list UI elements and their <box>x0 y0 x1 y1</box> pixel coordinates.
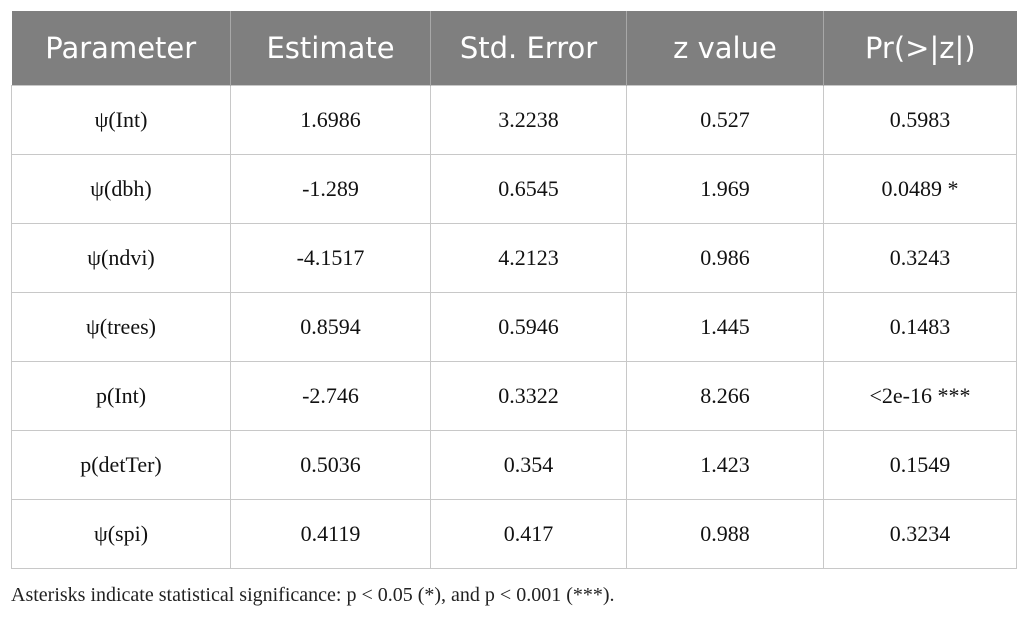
table-cell: 0.527 <box>626 85 824 155</box>
table-cell: 0.6545 <box>430 154 627 224</box>
table-row: p(Int) -2.746 0.3322 8.266 <2e-16 *** <box>11 361 1017 431</box>
table-cell: 0.3234 <box>823 499 1017 569</box>
table-cell: 0.5036 <box>230 430 431 500</box>
table-row: p(detTer) 0.5036 0.354 1.423 0.1549 <box>11 430 1017 500</box>
header-cell: Parameter <box>11 11 231 86</box>
table-cell: 0.0489 * <box>823 154 1017 224</box>
table-cell: 0.5946 <box>430 292 627 362</box>
footnote: Asterisks indicate statistical significa… <box>11 584 615 606</box>
header-row: Parameter Estimate Std. Error z value Pr(>|z… <box>11 11 1017 86</box>
table: Parameter Estimate Std. Error z value Pr(>|z… <box>11 11 1017 569</box>
table-cell: 0.354 <box>430 430 627 500</box>
table-cell: 0.3322 <box>430 361 627 431</box>
table-cell: -4.1517 <box>230 223 431 293</box>
table-cell: 4.2123 <box>430 223 627 293</box>
table-row: ψ(spi) 0.4119 0.417 0.988 0.3234 <box>11 499 1017 569</box>
table-cell: 0.8594 <box>230 292 431 362</box>
table-cell: 1.969 <box>626 154 824 224</box>
table-cell: p(detTer) <box>11 430 231 500</box>
table-cell: 3.2238 <box>430 85 627 155</box>
table-row: ψ(dbh) -1.289 0.6545 1.969 0.0489 * <box>11 154 1017 224</box>
table-cell: 0.986 <box>626 223 824 293</box>
table-cell: 1.445 <box>626 292 824 362</box>
table-cell: 1.6986 <box>230 85 431 155</box>
table-cell: ψ(ndvi) <box>11 223 231 293</box>
table-cell: 8.266 <box>626 361 824 431</box>
table-cell: -2.746 <box>230 361 431 431</box>
header-cell: z value <box>626 11 824 86</box>
header-cell: Pr(>|z|) <box>823 11 1017 86</box>
header-cell: Estimate <box>230 11 431 86</box>
table-body: ψ(Int) 1.6986 3.2238 0.527 0.5983 ψ(dbh) -1.28… <box>11 85 1017 569</box>
table-cell: 0.4119 <box>230 499 431 569</box>
table-cell: 1.423 <box>626 430 824 500</box>
table-cell: ψ(spi) <box>11 499 231 569</box>
table-cell: -1.289 <box>230 154 431 224</box>
table-cell: p(Int) <box>11 361 231 431</box>
table-cell: ψ(trees) <box>11 292 231 362</box>
header-cell: Std. Error <box>430 11 627 86</box>
table-cell: ψ(dbh) <box>11 154 231 224</box>
table-cell: 0.417 <box>430 499 627 569</box>
table-row: ψ(trees) 0.8594 0.5946 1.445 0.1483 <box>11 292 1017 362</box>
table-cell: 0.3243 <box>823 223 1017 293</box>
table-cell: 0.1483 <box>823 292 1017 362</box>
table-cell: 0.988 <box>626 499 824 569</box>
table-row: ψ(Int) 1.6986 3.2238 0.527 0.5983 <box>11 85 1017 155</box>
table-row: ψ(ndvi) -4.1517 4.2123 0.986 0.3243 <box>11 223 1017 293</box>
table-cell: 0.1549 <box>823 430 1017 500</box>
table-cell: 0.5983 <box>823 85 1017 155</box>
table-cell: ψ(Int) <box>11 85 231 155</box>
table-cell: <2e-16 *** <box>823 361 1017 431</box>
